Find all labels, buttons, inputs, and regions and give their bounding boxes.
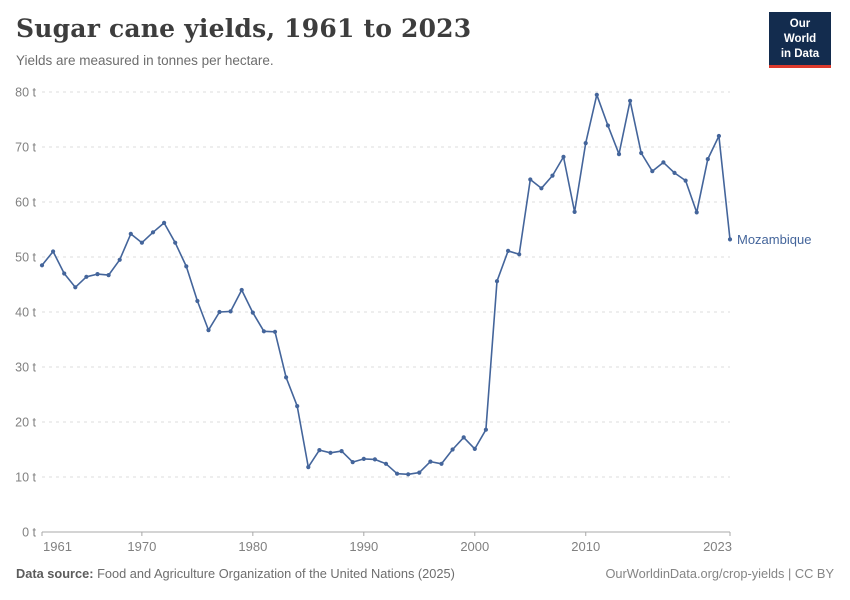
data-point-marker[interactable]: [605, 123, 611, 128]
data-point-marker[interactable]: [162, 220, 167, 225]
y-tick-label: 10 t: [15, 471, 36, 485]
data-point-marker[interactable]: [517, 252, 522, 257]
data-point-marker[interactable]: [173, 240, 178, 245]
data-point-marker[interactable]: [350, 460, 355, 465]
data-point-marker[interactable]: [84, 274, 89, 279]
data-point-marker[interactable]: [317, 448, 322, 453]
data-point-marker[interactable]: [395, 471, 400, 476]
data-source-note: Data source: Food and Agriculture Organi…: [16, 566, 455, 581]
data-point-marker[interactable]: [639, 150, 644, 156]
data-point-marker[interactable]: [494, 279, 500, 284]
data-point-marker[interactable]: [372, 457, 377, 462]
series-label-mozambique[interactable]: Mozambique: [737, 232, 811, 247]
data-point-marker[interactable]: [328, 450, 333, 455]
data-point-marker[interactable]: [95, 272, 100, 277]
chart-subtitle: Yields are measured in tonnes per hectar…: [16, 53, 274, 68]
data-point-marker[interactable]: [506, 248, 511, 253]
data-point-marker[interactable]: [284, 375, 289, 380]
data-point-marker[interactable]: [361, 456, 366, 461]
y-tick-label: 30 t: [15, 361, 36, 375]
data-point-marker[interactable]: [250, 310, 255, 315]
data-point-marker[interactable]: [406, 472, 411, 477]
data-point-marker[interactable]: [417, 470, 422, 475]
data-point-marker[interactable]: [261, 329, 266, 334]
data-point-marker[interactable]: [73, 285, 78, 290]
data-point-marker[interactable]: [228, 309, 233, 314]
y-tick-label: 80 t: [15, 86, 36, 100]
data-source-text: Food and Agriculture Organization of the…: [93, 566, 455, 581]
data-point-marker[interactable]: [572, 209, 577, 214]
data-point-marker[interactable]: [239, 287, 244, 293]
data-point-marker[interactable]: [694, 210, 699, 215]
footer-credits: OurWorldinData.org/crop-yields | CC BY: [605, 566, 834, 581]
data-point-marker[interactable]: [217, 309, 222, 315]
data-point-marker[interactable]: [428, 459, 433, 464]
data-point-marker[interactable]: [206, 328, 211, 333]
y-tick-label: 0 t: [22, 526, 36, 540]
data-point-marker[interactable]: [117, 257, 122, 262]
y-tick-label: 20 t: [15, 416, 36, 430]
data-point-marker[interactable]: [672, 170, 677, 175]
data-point-marker[interactable]: [439, 461, 444, 466]
data-source-label: Data source:: [16, 566, 94, 581]
data-point-marker[interactable]: [561, 154, 566, 159]
data-point-marker[interactable]: [683, 178, 688, 183]
data-point-marker[interactable]: [272, 329, 278, 334]
owid-logo[interactable]: Our World in Data: [769, 12, 831, 68]
data-point-marker[interactable]: [528, 177, 533, 182]
x-tick-label: 1970: [127, 539, 156, 554]
data-point-marker[interactable]: [295, 404, 300, 409]
data-point-marker[interactable]: [150, 230, 156, 235]
data-point-marker[interactable]: [616, 152, 622, 157]
data-point-marker[interactable]: [383, 461, 389, 466]
data-point-marker[interactable]: [716, 133, 722, 139]
footer-separator: |: [784, 566, 795, 581]
owid-url-link[interactable]: OurWorldinData.org/crop-yields: [605, 566, 785, 581]
data-point-marker[interactable]: [62, 271, 67, 276]
data-point-marker[interactable]: [550, 173, 555, 178]
data-point-marker[interactable]: [128, 231, 133, 236]
data-point-marker[interactable]: [139, 240, 144, 245]
x-tick-label: 2023: [703, 539, 732, 554]
x-tick-label: 2010: [571, 539, 600, 554]
data-point-marker[interactable]: [650, 169, 655, 174]
data-point-marker[interactable]: [727, 237, 733, 242]
data-point-marker[interactable]: [661, 160, 666, 165]
series-line-mozambique[interactable]: [41, 94, 731, 476]
data-point-marker[interactable]: [583, 141, 588, 146]
data-point-marker[interactable]: [450, 447, 455, 452]
data-point-marker[interactable]: [472, 446, 477, 451]
owid-logo-line1: Our World: [783, 18, 817, 45]
data-point-marker[interactable]: [705, 157, 710, 162]
y-tick-label: 40 t: [15, 306, 36, 320]
y-tick-label: 50 t: [15, 251, 36, 265]
owid-logo-line2: in Data: [780, 47, 820, 60]
x-tick-label: 1961: [43, 539, 72, 554]
data-point-marker[interactable]: [339, 449, 344, 454]
data-point-marker[interactable]: [39, 263, 45, 268]
data-point-marker[interactable]: [628, 98, 633, 103]
y-tick-label: 70 t: [15, 141, 36, 155]
data-point-marker[interactable]: [51, 249, 56, 254]
x-tick-label: 2000: [460, 539, 489, 554]
chart-title: Sugar cane yields, 1961 to 2023: [16, 14, 472, 43]
data-point-marker[interactable]: [184, 264, 189, 269]
data-point-marker[interactable]: [195, 298, 200, 304]
data-point-marker[interactable]: [461, 435, 466, 440]
license-link[interactable]: CC BY: [794, 566, 834, 581]
data-point-marker[interactable]: [483, 427, 488, 432]
x-tick-label: 1980: [238, 539, 267, 554]
y-tick-label: 60 t: [15, 196, 36, 210]
data-point-marker[interactable]: [106, 273, 111, 278]
x-tick-label: 1990: [349, 539, 378, 554]
data-point-marker[interactable]: [594, 92, 599, 97]
data-point-marker[interactable]: [306, 465, 311, 470]
data-point-marker[interactable]: [539, 186, 544, 191]
chart-footer: Data source: Food and Agriculture Organi…: [16, 566, 834, 581]
